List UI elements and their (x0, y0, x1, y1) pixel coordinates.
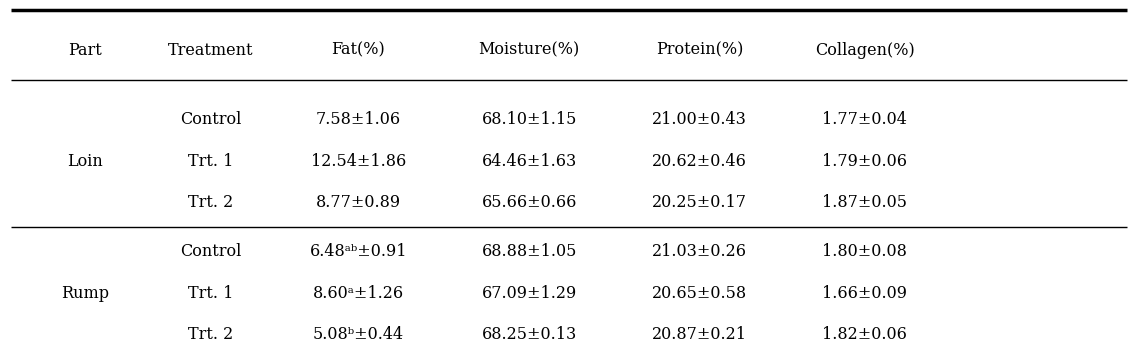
Text: 68.88±1.05: 68.88±1.05 (481, 243, 577, 260)
Text: 1.87±0.05: 1.87±0.05 (823, 195, 907, 211)
Text: 21.00±0.43: 21.00±0.43 (652, 111, 748, 128)
Text: 1.79±0.06: 1.79±0.06 (823, 153, 907, 170)
Text: 20.25±0.17: 20.25±0.17 (652, 195, 748, 211)
Text: 68.10±1.15: 68.10±1.15 (481, 111, 577, 128)
Text: Collagen(%): Collagen(%) (815, 42, 915, 59)
Text: 64.46±1.63: 64.46±1.63 (481, 153, 577, 170)
Text: Trt. 2: Trt. 2 (188, 327, 233, 343)
Text: 65.66±0.66: 65.66±0.66 (481, 195, 577, 211)
Text: 1.66±0.09: 1.66±0.09 (823, 285, 907, 302)
Text: Loin: Loin (67, 153, 104, 170)
Text: 67.09±1.29: 67.09±1.29 (481, 285, 577, 302)
Text: Treatment: Treatment (167, 42, 254, 59)
Text: 20.87±0.21: 20.87±0.21 (652, 327, 748, 343)
Text: 1.80±0.08: 1.80±0.08 (823, 243, 907, 260)
Text: 7.58±1.06: 7.58±1.06 (316, 111, 401, 128)
Text: 12.54±1.86: 12.54±1.86 (311, 153, 406, 170)
Text: 8.77±0.89: 8.77±0.89 (316, 195, 401, 211)
Text: 5.08ᵇ±0.44: 5.08ᵇ±0.44 (313, 327, 404, 343)
Text: Control: Control (180, 243, 241, 260)
Text: Trt. 1: Trt. 1 (188, 153, 233, 170)
Text: 20.65±0.58: 20.65±0.58 (652, 285, 748, 302)
Text: 20.62±0.46: 20.62±0.46 (652, 153, 748, 170)
Text: Moisture(%): Moisture(%) (479, 42, 579, 59)
Text: 6.48ᵃᵇ±0.91: 6.48ᵃᵇ±0.91 (310, 243, 407, 260)
Text: Protein(%): Protein(%) (657, 42, 743, 59)
Text: 8.60ᵃ±1.26: 8.60ᵃ±1.26 (313, 285, 404, 302)
Text: Trt. 1: Trt. 1 (188, 285, 233, 302)
Text: 68.25±0.13: 68.25±0.13 (481, 327, 577, 343)
Text: Part: Part (68, 42, 102, 59)
Text: Rump: Rump (61, 285, 109, 302)
Text: 21.03±0.26: 21.03±0.26 (652, 243, 748, 260)
Text: Trt. 2: Trt. 2 (188, 195, 233, 211)
Text: 1.77±0.04: 1.77±0.04 (823, 111, 907, 128)
Text: 1.82±0.06: 1.82±0.06 (823, 327, 907, 343)
Text: Control: Control (180, 111, 241, 128)
Text: Fat(%): Fat(%) (331, 42, 386, 59)
